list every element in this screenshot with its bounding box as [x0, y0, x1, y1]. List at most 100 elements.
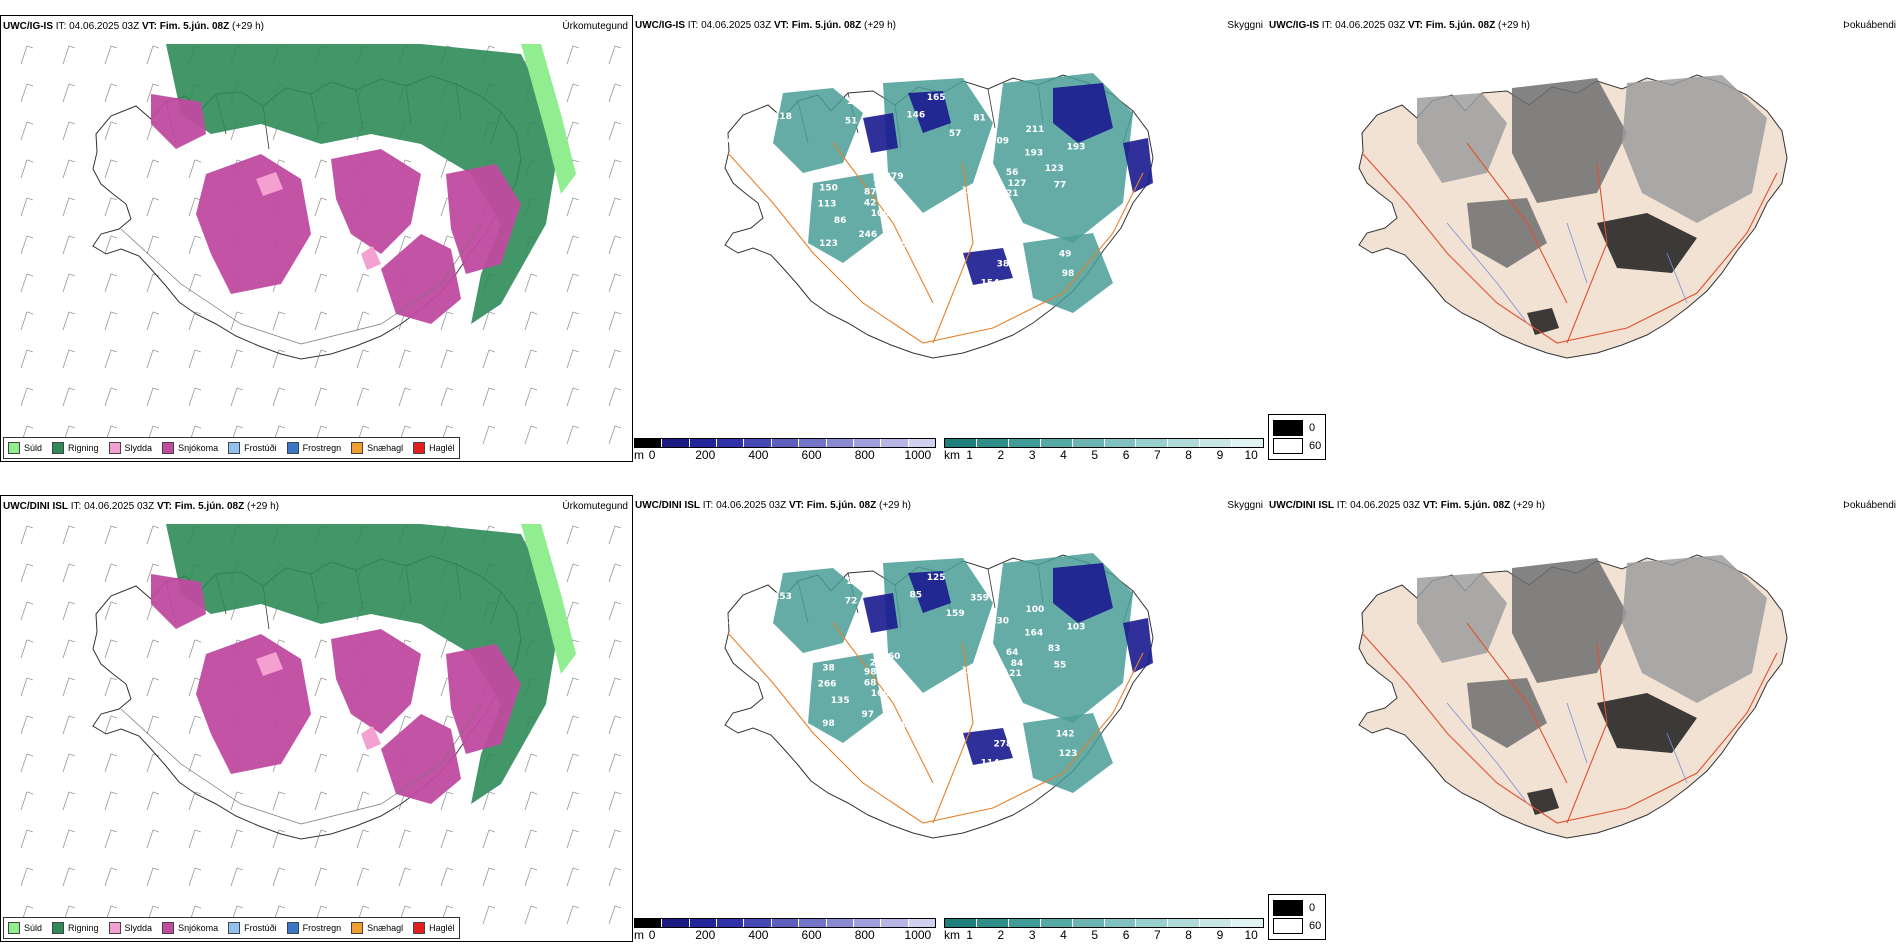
legend-label: Slydda [124, 923, 153, 933]
legend-swatch [413, 922, 426, 934]
scale-color-cell [1232, 439, 1264, 447]
legend-label: Rigning [68, 923, 99, 933]
scale-tick: 3 [1028, 448, 1036, 462]
ceiling-value-label: 49 [1176, 220, 1189, 230]
ceiling-value-label: 123 [1045, 164, 1064, 174]
panel-type-label: Skyggni [1227, 20, 1263, 31]
scale-color-cell [976, 919, 1009, 927]
visibility-ticks: km 1 2 3 4 5 6 7 8 9 10 [944, 928, 1264, 942]
legend-label: Frostúði [244, 923, 277, 933]
precip-legend-item: Haglél [413, 442, 455, 454]
scale-tick: 6 [1122, 448, 1130, 462]
ceiling-value-label: 103 [962, 186, 981, 196]
scale-color-cell [853, 439, 882, 447]
scale-tick: 800 [854, 928, 875, 942]
ceiling-scale: m 0 200 400 600 800 1000 [634, 438, 936, 462]
scale-tick: 1000 [904, 448, 932, 462]
precip-type-panel-1: UWC/IG-IS IT: 04.06.2025 03Z VT: Fim. 5.… [0, 15, 633, 462]
scale-color-cell [1168, 439, 1201, 447]
ceiling-value-label: 253 [773, 592, 792, 602]
ceiling-value-label: 121 [1003, 669, 1022, 679]
legend-swatch [413, 442, 426, 454]
scale-color-cell [1200, 919, 1233, 927]
ceiling-value-label: 21 [1006, 189, 1019, 199]
scale-tick: 10 [1244, 448, 1258, 462]
ceiling-scale: m 0 200 400 600 800 1000 [634, 918, 936, 942]
panel-title: UWC/DINI ISL IT: 04.06.2025 03Z VT: Fim.… [3, 501, 279, 512]
scale-tick: 9 [1216, 928, 1224, 942]
ceiling-value-label: 101 [991, 677, 1010, 687]
scale-tick: 0 [648, 448, 656, 462]
ceiling-value-label: 100 [871, 209, 890, 219]
precip-legend-item: Frostregn [286, 442, 341, 454]
scale-unit: km [944, 928, 960, 942]
ceiling-value-label: 100 [1026, 605, 1045, 615]
scale-tick: 600 [801, 928, 822, 942]
scale-color-cell [881, 439, 909, 447]
scale-color-cell [826, 439, 854, 447]
scale-tick: 9 [1216, 448, 1224, 462]
fog-index-panel-1: UWC/IG-IS IT: 04.06.2025 03Z VT: Fim. 5.… [1267, 15, 1900, 462]
legend-swatch [351, 442, 364, 454]
ceiling-value-label: 218 [773, 112, 792, 122]
legend-label: 60 [1309, 440, 1322, 452]
ceiling-value-label: 356 [928, 261, 947, 271]
ceiling-visibility-map: 103 100 57 49 59 56 55 51 49 42 209 38 126 127 246 146 4… [683, 73, 1189, 359]
precip-legend-item: Frostúði [228, 922, 277, 934]
ceiling-value-label: 126 [715, 137, 734, 147]
scale-tick: 3 [1028, 928, 1036, 942]
scale-unit: km [944, 448, 960, 462]
scale-color-cell [689, 439, 718, 447]
scale-tick: 8 [1185, 448, 1192, 462]
legend-swatch [1273, 420, 1303, 436]
legend-swatch [8, 442, 20, 454]
legend-label: Snæhagl [367, 923, 404, 933]
ceiling-value-label: 113 [818, 200, 837, 210]
scale-color-cell [826, 919, 854, 927]
scale-color-cell [881, 919, 909, 927]
panel-title: UWC/DINI ISL IT: 04.06.2025 03Z VT: Fim.… [635, 500, 911, 511]
ceiling-value-label: 68 [864, 678, 877, 688]
scale-color-cell [717, 919, 745, 927]
scale-color-cell [799, 439, 827, 447]
ceiling-value-label: 60 [888, 652, 901, 662]
ceiling-ticks: m 0 200 400 600 800 1000 [634, 448, 936, 462]
ceiling-value-label: 82 [1129, 729, 1142, 739]
ceiling-visibility-panel-2: UWC/DINI ISL IT: 04.06.2025 03Z VT: Fim.… [633, 495, 1267, 942]
scale-tick: 2 [997, 448, 1005, 462]
ceiling-value-label: 117 [868, 254, 887, 264]
scale-tick: 400 [748, 928, 769, 942]
scale-color-cell [1008, 919, 1041, 927]
ceiling-value-label: 213 [847, 577, 866, 587]
scale-unit: m [634, 928, 644, 942]
fog-index-map [1358, 74, 1788, 359]
legend-swatch [228, 922, 241, 934]
ceiling-value-label: 81 [973, 114, 986, 124]
precip-legend-item: Súld [8, 922, 42, 934]
legend-label: Súld [24, 923, 43, 933]
legend-label: Snjókoma [178, 443, 219, 453]
cloud-legend-row: 60 [1273, 917, 1321, 935]
ceiling-value-label: 127 [1008, 179, 1027, 189]
ceiling-value-label: 379 [885, 172, 904, 182]
ceiling-value-label: 359 [970, 594, 989, 604]
scale-color-cell [744, 919, 772, 927]
scale-tick: 8 [1185, 928, 1192, 942]
precip-legend-item: Snjókoma [162, 922, 218, 934]
ceiling-value-label: 133 [962, 666, 981, 676]
ceiling-value-label: 64 [1006, 648, 1019, 658]
panel-type-label: Skyggni [1227, 500, 1263, 511]
precip-legend: Súld Rigning Slydda Snjókoma Frostúði Frostre… [3, 437, 460, 459]
legend-label: Rigning [68, 443, 99, 453]
fog-index-panel-2: UWC/DINI ISL IT: 04.06.2025 03Z VT: Fim.… [1267, 495, 1900, 942]
scale-tick: 1000 [904, 928, 932, 942]
scale-color-cell [662, 439, 690, 447]
cloud-legend-row: 0 [1273, 899, 1321, 917]
panel-title: UWC/IG-IS IT: 04.06.2025 03Z VT: Fim. 5.… [3, 21, 264, 32]
ceiling-value-label: 130 [990, 616, 1009, 626]
ceiling-value-label: 109 [847, 97, 866, 107]
ceiling-value-label: 209 [990, 136, 1009, 146]
cloud-legend-row: 60 [1273, 437, 1321, 455]
scale-color-cell [908, 919, 935, 927]
ceiling-value-label: 98 [864, 668, 877, 678]
